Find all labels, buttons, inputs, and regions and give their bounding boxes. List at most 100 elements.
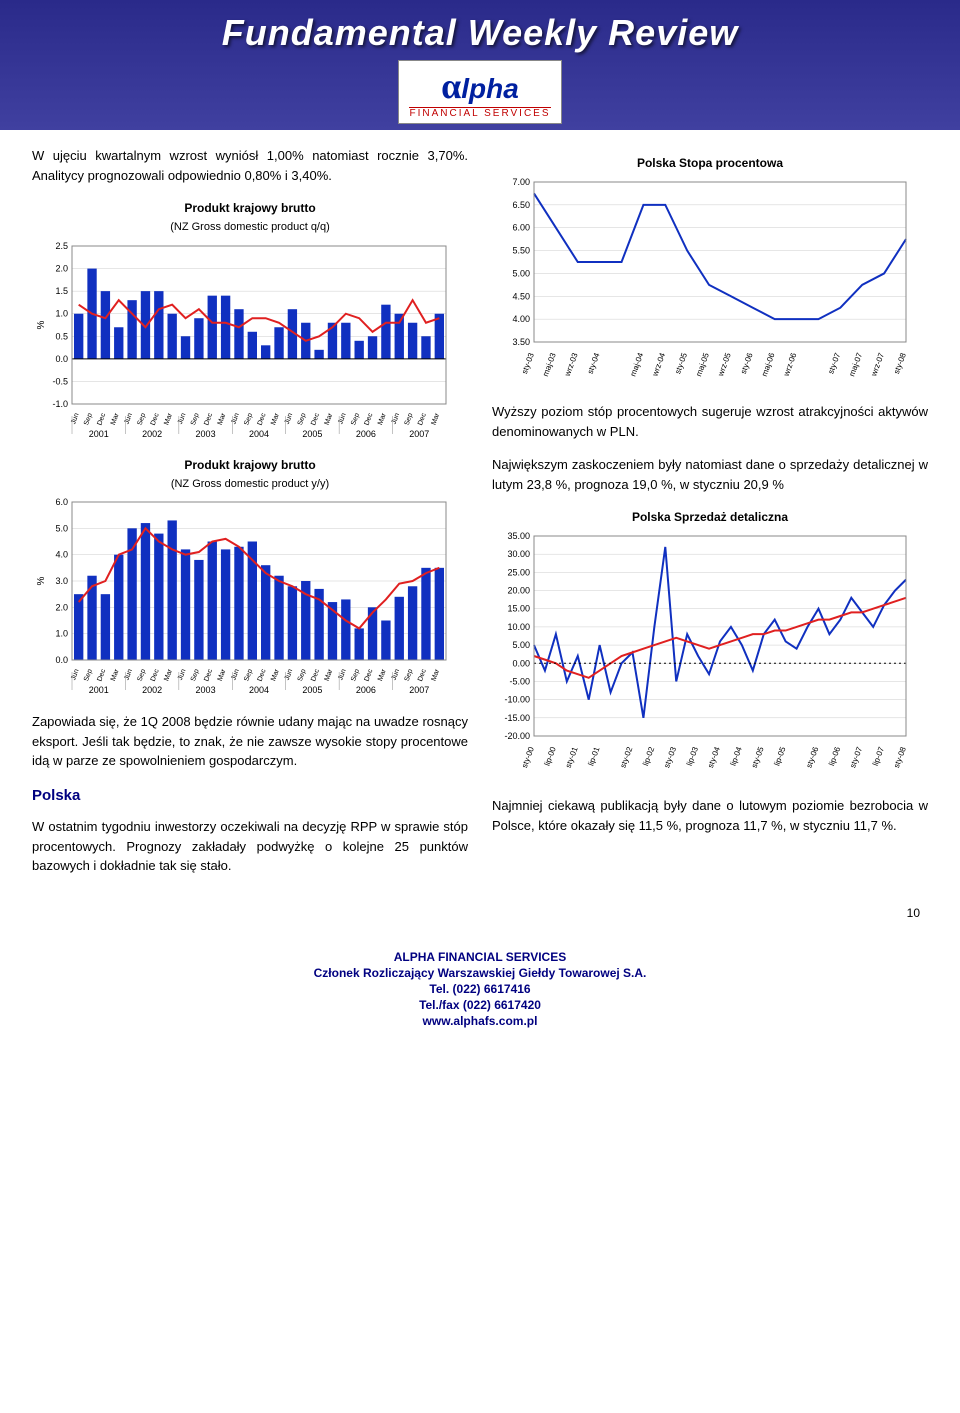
svg-text:maj-07: maj-07 <box>847 351 864 378</box>
svg-text:0.0: 0.0 <box>55 655 68 665</box>
svg-text:wrz-03: wrz-03 <box>563 351 580 378</box>
svg-text:sty-08: sty-08 <box>892 745 908 769</box>
svg-text:6.50: 6.50 <box>512 200 530 210</box>
svg-text:wrz-04: wrz-04 <box>650 351 667 378</box>
svg-text:%: % <box>36 576 47 585</box>
svg-text:sty-04: sty-04 <box>586 351 602 375</box>
svg-text:lip-06: lip-06 <box>827 745 842 767</box>
svg-text:10.00: 10.00 <box>507 622 530 632</box>
svg-text:Jun: Jun <box>230 668 240 681</box>
svg-text:20.00: 20.00 <box>507 586 530 596</box>
svg-text:Sep: Sep <box>404 668 415 682</box>
svg-text:Dec: Dec <box>96 668 107 683</box>
svg-text:Dec: Dec <box>417 411 428 426</box>
svg-text:Sep: Sep <box>404 412 415 426</box>
svg-text:Sep: Sep <box>137 668 148 682</box>
svg-text:Jun: Jun <box>70 412 80 425</box>
footer-tel: Tel. (022) 6617416 <box>0 982 960 996</box>
svg-text:2003: 2003 <box>196 685 216 695</box>
header-title: Fundamental Weekly Review <box>0 12 960 54</box>
svg-text:4.00: 4.00 <box>512 314 530 324</box>
svg-text:sty-07: sty-07 <box>826 351 842 375</box>
svg-text:sty-04: sty-04 <box>706 745 722 769</box>
svg-text:sty-02: sty-02 <box>618 745 634 769</box>
svg-text:6.0: 6.0 <box>55 497 68 507</box>
right-p2: Największym zaskoczeniem były natomiast … <box>492 455 928 494</box>
svg-text:lip-03: lip-03 <box>685 745 700 767</box>
svg-text:sty-05: sty-05 <box>750 745 766 769</box>
svg-text:wrz-05: wrz-05 <box>716 351 733 378</box>
svg-text:Mar: Mar <box>217 668 228 682</box>
svg-text:Dec: Dec <box>150 668 161 683</box>
svg-text:0.0: 0.0 <box>55 353 68 363</box>
svg-text:3.0: 3.0 <box>55 576 68 586</box>
svg-text:Dec: Dec <box>364 411 375 426</box>
logo-text: lpha <box>461 73 519 104</box>
chart-gdp-qq: Produkt krajowy brutto (NZ Gross domesti… <box>32 199 468 440</box>
svg-text:lip-07: lip-07 <box>871 745 886 767</box>
chart-gdp-yy-title: Produkt krajowy brutto (NZ Gross domesti… <box>32 456 468 493</box>
svg-text:Sep: Sep <box>243 412 254 426</box>
svg-text:Sep: Sep <box>137 412 148 426</box>
svg-text:Mar: Mar <box>163 411 174 425</box>
svg-text:Mar: Mar <box>430 668 441 682</box>
logo-symbol: α <box>441 66 461 106</box>
svg-text:1.0: 1.0 <box>55 308 68 318</box>
svg-text:maj-05: maj-05 <box>694 351 711 378</box>
svg-text:2002: 2002 <box>142 429 162 439</box>
svg-text:Jun: Jun <box>124 412 134 425</box>
svg-text:lip-02: lip-02 <box>641 745 656 767</box>
svg-text:sty-08: sty-08 <box>892 351 908 375</box>
svg-text:sty-00: sty-00 <box>520 745 536 769</box>
svg-text:Jun: Jun <box>337 412 347 425</box>
svg-text:Jun: Jun <box>391 668 401 681</box>
chart-poland-rate-title: Polska Stopa procentowa <box>492 154 928 172</box>
svg-text:5.0: 5.0 <box>55 523 68 533</box>
svg-text:-10.00: -10.00 <box>504 695 530 705</box>
chart-gdp-yy: Produkt krajowy brutto (NZ Gross domesti… <box>32 456 468 697</box>
svg-text:wrz-06: wrz-06 <box>781 351 798 378</box>
svg-text:2004: 2004 <box>249 429 269 439</box>
svg-text:3.50: 3.50 <box>512 337 530 347</box>
svg-text:2007: 2007 <box>409 429 429 439</box>
logo-subtitle: FINANCIAL SERVICES <box>409 107 550 119</box>
svg-text:6.00: 6.00 <box>512 223 530 233</box>
svg-text:sty-03: sty-03 <box>662 745 678 769</box>
svg-text:wrz-07: wrz-07 <box>869 351 886 378</box>
svg-text:Mar: Mar <box>270 668 281 682</box>
svg-text:Jun: Jun <box>284 668 294 681</box>
svg-text:%: % <box>36 320 47 329</box>
footer-member: Członek Rozliczający Warszawskiej Giełdy… <box>0 966 960 980</box>
svg-text:Jun: Jun <box>177 668 187 681</box>
chart-poland-rate: Polska Stopa procentowa 3.504.004.505.00… <box>492 154 928 386</box>
svg-text:Jun: Jun <box>70 668 80 681</box>
svg-text:15.00: 15.00 <box>507 604 530 614</box>
chart-poland-retail-title: Polska Sprzedaż detaliczna <box>492 508 928 526</box>
svg-text:Jun: Jun <box>337 668 347 681</box>
svg-text:2005: 2005 <box>302 429 322 439</box>
left-column: W ujęciu kwartalnym wzrost wyniósł 1,00%… <box>32 146 468 890</box>
right-p1: Wyższy poziom stóp procentowych sugeruje… <box>492 402 928 441</box>
svg-text:4.50: 4.50 <box>512 291 530 301</box>
section-head-polska: Polska <box>32 785 468 808</box>
svg-text:sty-06: sty-06 <box>739 351 755 375</box>
svg-text:2002: 2002 <box>142 685 162 695</box>
svg-text:30.00: 30.00 <box>507 549 530 559</box>
svg-text:Sep: Sep <box>350 668 361 682</box>
chart-gdp-qq-title: Produkt krajowy brutto (NZ Gross domesti… <box>32 199 468 236</box>
svg-text:5.00: 5.00 <box>512 640 530 650</box>
svg-text:Dec: Dec <box>310 668 321 683</box>
svg-text:Mar: Mar <box>110 668 121 682</box>
svg-text:-0.5: -0.5 <box>52 376 68 386</box>
chart-gdp-yy-svg: 0.01.02.03.04.05.06.0%JunSepDecMarJunSep… <box>32 496 452 696</box>
svg-text:Dec: Dec <box>96 411 107 426</box>
svg-text:2.5: 2.5 <box>55 241 68 251</box>
footer-fax: Tel./fax (022) 6617420 <box>0 998 960 1012</box>
svg-text:Jun: Jun <box>124 668 134 681</box>
svg-text:Mar: Mar <box>110 411 121 425</box>
svg-text:Dec: Dec <box>203 411 214 426</box>
svg-text:sty-05: sty-05 <box>673 351 689 375</box>
svg-text:Jun: Jun <box>284 412 294 425</box>
svg-text:Jun: Jun <box>391 412 401 425</box>
svg-text:Dec: Dec <box>364 668 375 683</box>
